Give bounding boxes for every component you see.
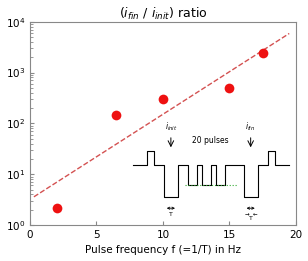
- X-axis label: Pulse frequency f (=1/T) in Hz: Pulse frequency f (=1/T) in Hz: [85, 245, 241, 256]
- Title: $(i_{fin}\ /\ i_{init})$ ratio: $(i_{fin}\ /\ i_{init})$ ratio: [119, 5, 207, 22]
